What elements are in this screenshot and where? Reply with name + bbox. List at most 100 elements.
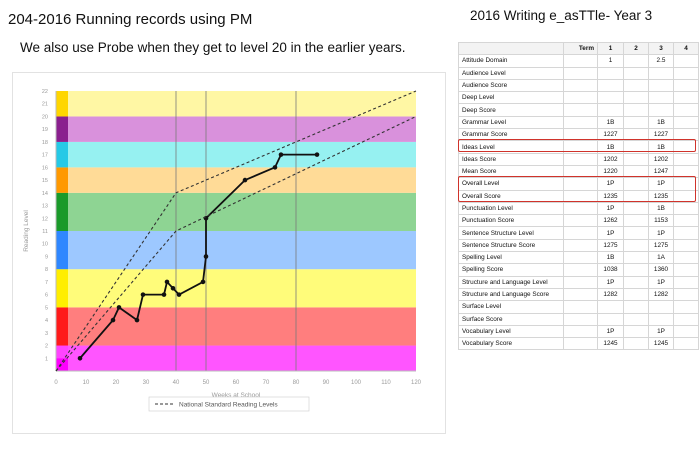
level-band-7 [56,116,416,142]
level-strip-2 [56,307,68,346]
table-row: Sentence Structure Score 1275 1275 [458,238,699,253]
value-cell [673,78,699,93]
value-cell [597,91,624,105]
data-point-6 [164,279,170,285]
value-cell [623,128,649,142]
level-band-1 [56,307,416,346]
term-cell [563,128,598,142]
x-tick-label-5: 50 [203,380,210,386]
x-tick-label-2: 20 [113,380,120,386]
value-cell [673,324,699,339]
value-cell: 1038 [597,263,624,277]
value-cell [623,312,649,326]
y-tick-label-21: 22 [42,89,48,95]
row-label-cell: Spelling Score [458,263,564,277]
value-cell: 1B [648,140,674,154]
row-label-cell: Deep Level [458,91,564,105]
y-tick-label-6: 7 [45,280,48,286]
table-row: Overall Level 1P 1P [458,177,699,191]
table-row: Deep Score [458,103,699,117]
value-cell [673,226,699,240]
table-row: Sentence Structure Level 1P 1P [458,226,699,240]
data-point-1 [110,317,116,323]
value-cell [623,324,649,339]
table-row: Structure and Language Level 1P 1P [458,275,699,289]
value-cell [623,66,649,80]
value-cell [673,103,699,117]
x-tick-label-0: 0 [54,380,58,386]
table-row: Ideas Level 1B 1B [458,140,699,154]
y-tick-label-13: 14 [42,191,48,197]
table-row: Overall Score 1235 1235 [458,189,699,203]
value-cell [673,152,699,166]
term-cell [563,201,598,216]
table-row: Spelling Level 1B 1A [458,251,699,265]
table-row: Ideas Score 1202 1202 [458,152,699,166]
table-row: Surface Level [458,300,699,314]
series-line-1 [55,90,417,372]
term-cell [563,54,598,68]
x-tick-label-4: 40 [173,380,180,386]
value-cell: 1P [648,324,674,339]
value-cell [673,337,699,351]
value-cell [673,300,699,314]
row-label-cell: Vocabulary Level [458,324,564,339]
value-cell: 1P [648,226,674,240]
data-point-14 [278,152,284,157]
term-cell [563,140,598,154]
x-tick-label-10: 100 [351,380,362,386]
x-tick-label-1: 10 [83,380,90,386]
row-label-cell: Punctuation Score [458,214,564,228]
x-tick-label-12: 120 [411,380,422,386]
level-strip-6 [56,167,68,193]
table-row: Vocabulary Score 1245 1245 [458,337,699,351]
value-cell [623,263,649,277]
term-cell [563,287,598,302]
term-cell [563,312,598,326]
value-cell: 1B [648,115,674,130]
term-cell [563,324,598,339]
value-cell [673,189,699,203]
x-tick-label-7: 70 [263,380,270,386]
y-tick-label-17: 18 [42,140,48,146]
table-row: Structure and Language Score 1282 1282 [458,287,699,302]
data-point-8 [176,292,182,297]
x-tick-label-8: 80 [293,380,300,386]
value-cell [648,300,674,314]
row-label-cell: Audience Level [458,66,564,80]
value-cell [673,251,699,265]
data-point-0 [77,355,83,361]
legend-label: National Standard Reading Levels [179,402,278,409]
value-cell: 1262 [597,214,624,228]
table-row: Grammar Score 1227 1227 [458,128,699,142]
value-cell: 1P [597,177,624,191]
term-cell [563,238,598,253]
value-cell: 1245 [597,337,624,351]
value-cell [597,312,624,326]
value-cell: 1282 [648,287,674,302]
data-point-9 [200,279,206,285]
data-point-13 [272,165,278,170]
level-band-4 [56,192,416,231]
header-cell-corner [458,41,564,56]
y-axis-label: Reading Level [23,210,30,252]
table-row: Vocabulary Level 1P 1P [458,324,699,339]
data-point-12 [242,177,248,183]
row-label-cell: Structure and Language Score [458,287,564,302]
value-cell: 1275 [597,238,624,253]
value-cell [623,214,649,228]
legend-box [148,396,310,412]
value-cell [623,115,649,130]
value-cell: 1P [648,275,674,289]
table-row: Mean Score 1220 1247 [458,164,699,179]
term-cell [563,263,598,277]
value-cell [623,238,649,253]
value-cell [597,300,624,314]
term-cell [563,152,598,166]
y-tick-label-2: 3 [45,331,48,337]
data-point-5 [161,292,167,297]
y-tick-label-20: 21 [42,102,48,108]
table-row: Attitude Domain 1 2.5 [458,54,699,68]
value-cell: 1227 [648,128,674,142]
value-cell [673,177,699,191]
